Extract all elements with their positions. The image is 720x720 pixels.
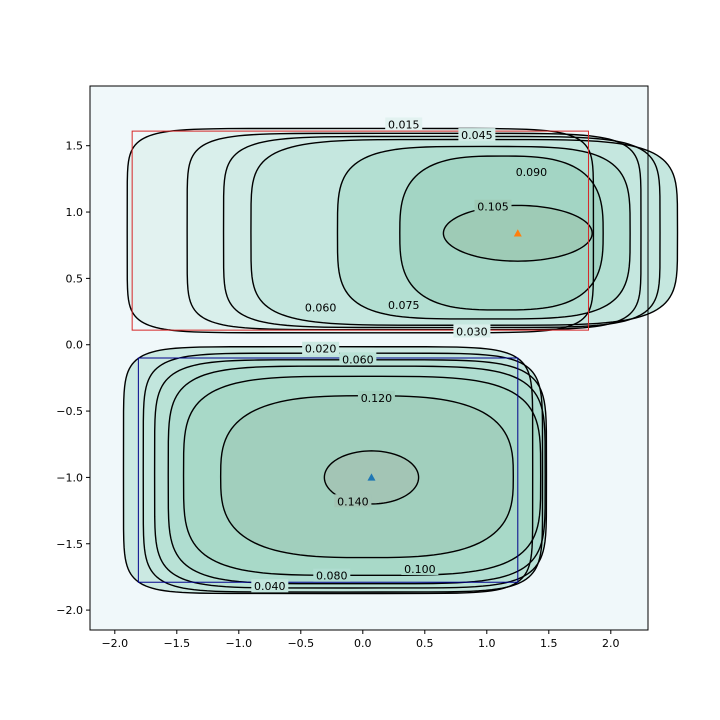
contour-label-1-4: 0.100 (404, 563, 436, 576)
contour-label-bg-0-2 (458, 128, 496, 142)
contour-label-bg-0-0 (385, 117, 423, 131)
center-marker-0 (513, 229, 522, 237)
region-box-1 (137, 357, 519, 583)
contour-line-1-6 (323, 450, 420, 505)
contour-label-bg-1-3 (313, 568, 351, 582)
contour-label-bg-1-6 (334, 494, 372, 508)
contour-label-bg-0-4 (385, 297, 423, 311)
contour-label-bg-0-5 (512, 165, 550, 179)
contour-line-0-1 (186, 132, 642, 331)
contour-label-1-5: 0.120 (361, 392, 393, 405)
x-axis: −2.0 −1.5 −1.0 −0.5 0.0 0.5 1.0 1.5 2.0 (101, 630, 620, 650)
y-tick-label: −2.0 (56, 604, 83, 617)
contour-lines (122, 127, 679, 595)
contour-label-0-3: 0.060 (305, 302, 337, 315)
contour-label-1-1: 0.040 (254, 580, 286, 593)
y-tick-label: 0.5 (66, 272, 84, 285)
contour-line-0-4 (336, 145, 631, 320)
y-tick-label: 1.0 (66, 206, 84, 219)
x-tick-label: −2.0 (101, 637, 128, 650)
x-tick-label: −0.5 (287, 637, 314, 650)
center-marker-1 (367, 473, 376, 481)
contour-label-0-4: 0.075 (388, 299, 420, 312)
center-markers (367, 229, 522, 481)
contour-label-1-0: 0.020 (305, 343, 337, 356)
contour-label-1-6: 0.140 (337, 495, 369, 508)
y-tick-label: −1.0 (56, 471, 83, 484)
contour-label-0-5: 0.090 (516, 166, 548, 179)
contour-label-bg-0-3 (302, 300, 340, 314)
contour-label-0-6: 0.105 (477, 201, 509, 214)
contour-label-1-2: 0.060 (342, 353, 374, 366)
contour-label-0-2: 0.045 (461, 129, 493, 142)
contour-label-bg-1-2 (339, 352, 377, 366)
contour-line-0-3 (250, 138, 679, 326)
contour-label-0-1: 0.030 (456, 325, 488, 338)
x-tick-label: 1.5 (540, 637, 558, 650)
x-tick-label: 2.0 (602, 637, 620, 650)
y-tick-label: −0.5 (56, 405, 83, 418)
contour-line-0-6 (442, 204, 593, 262)
y-axis: −2.0 −1.5 −1.0 −0.5 0.0 0.5 1.0 1.5 (56, 140, 90, 617)
contour-line-1-5 (219, 395, 515, 559)
contour-label-0-0: 0.015 (388, 118, 420, 131)
contour-fills (123, 128, 678, 594)
region-box-0 (131, 130, 589, 331)
contour-label-bg-1-4 (401, 561, 439, 575)
y-tick-label: −1.5 (56, 538, 83, 551)
contour-line-1-4 (182, 375, 542, 577)
contour-label-bg-0-6 (474, 199, 512, 213)
contour-line-0-5 (399, 155, 604, 311)
x-tick-label: 0.5 (416, 637, 434, 650)
contour-label-bg-0-1 (453, 324, 491, 338)
contour-line-0-2 (222, 135, 661, 329)
x-tick-label: 1.0 (478, 637, 496, 650)
y-tick-label: 1.5 (66, 140, 84, 153)
x-tick-label: −1.0 (225, 637, 252, 650)
region-boxes (131, 130, 589, 583)
contour-label-1-3: 0.080 (316, 570, 348, 583)
y-tick-label: 0.0 (66, 339, 84, 352)
x-tick-label: −1.5 (163, 637, 190, 650)
contour-label-bg-1-0 (302, 341, 340, 355)
contour-line-1-3 (167, 365, 546, 585)
contour-labels: 0.015 0.030 0.045 0.060 0.075 0.090 0.105 0.020… (251, 117, 550, 593)
contour-label-bg-1-5 (357, 390, 395, 404)
x-tick-label: 0.0 (354, 637, 372, 650)
contour-label-bg-1-1 (251, 579, 289, 593)
plot-frame (89, 85, 649, 631)
